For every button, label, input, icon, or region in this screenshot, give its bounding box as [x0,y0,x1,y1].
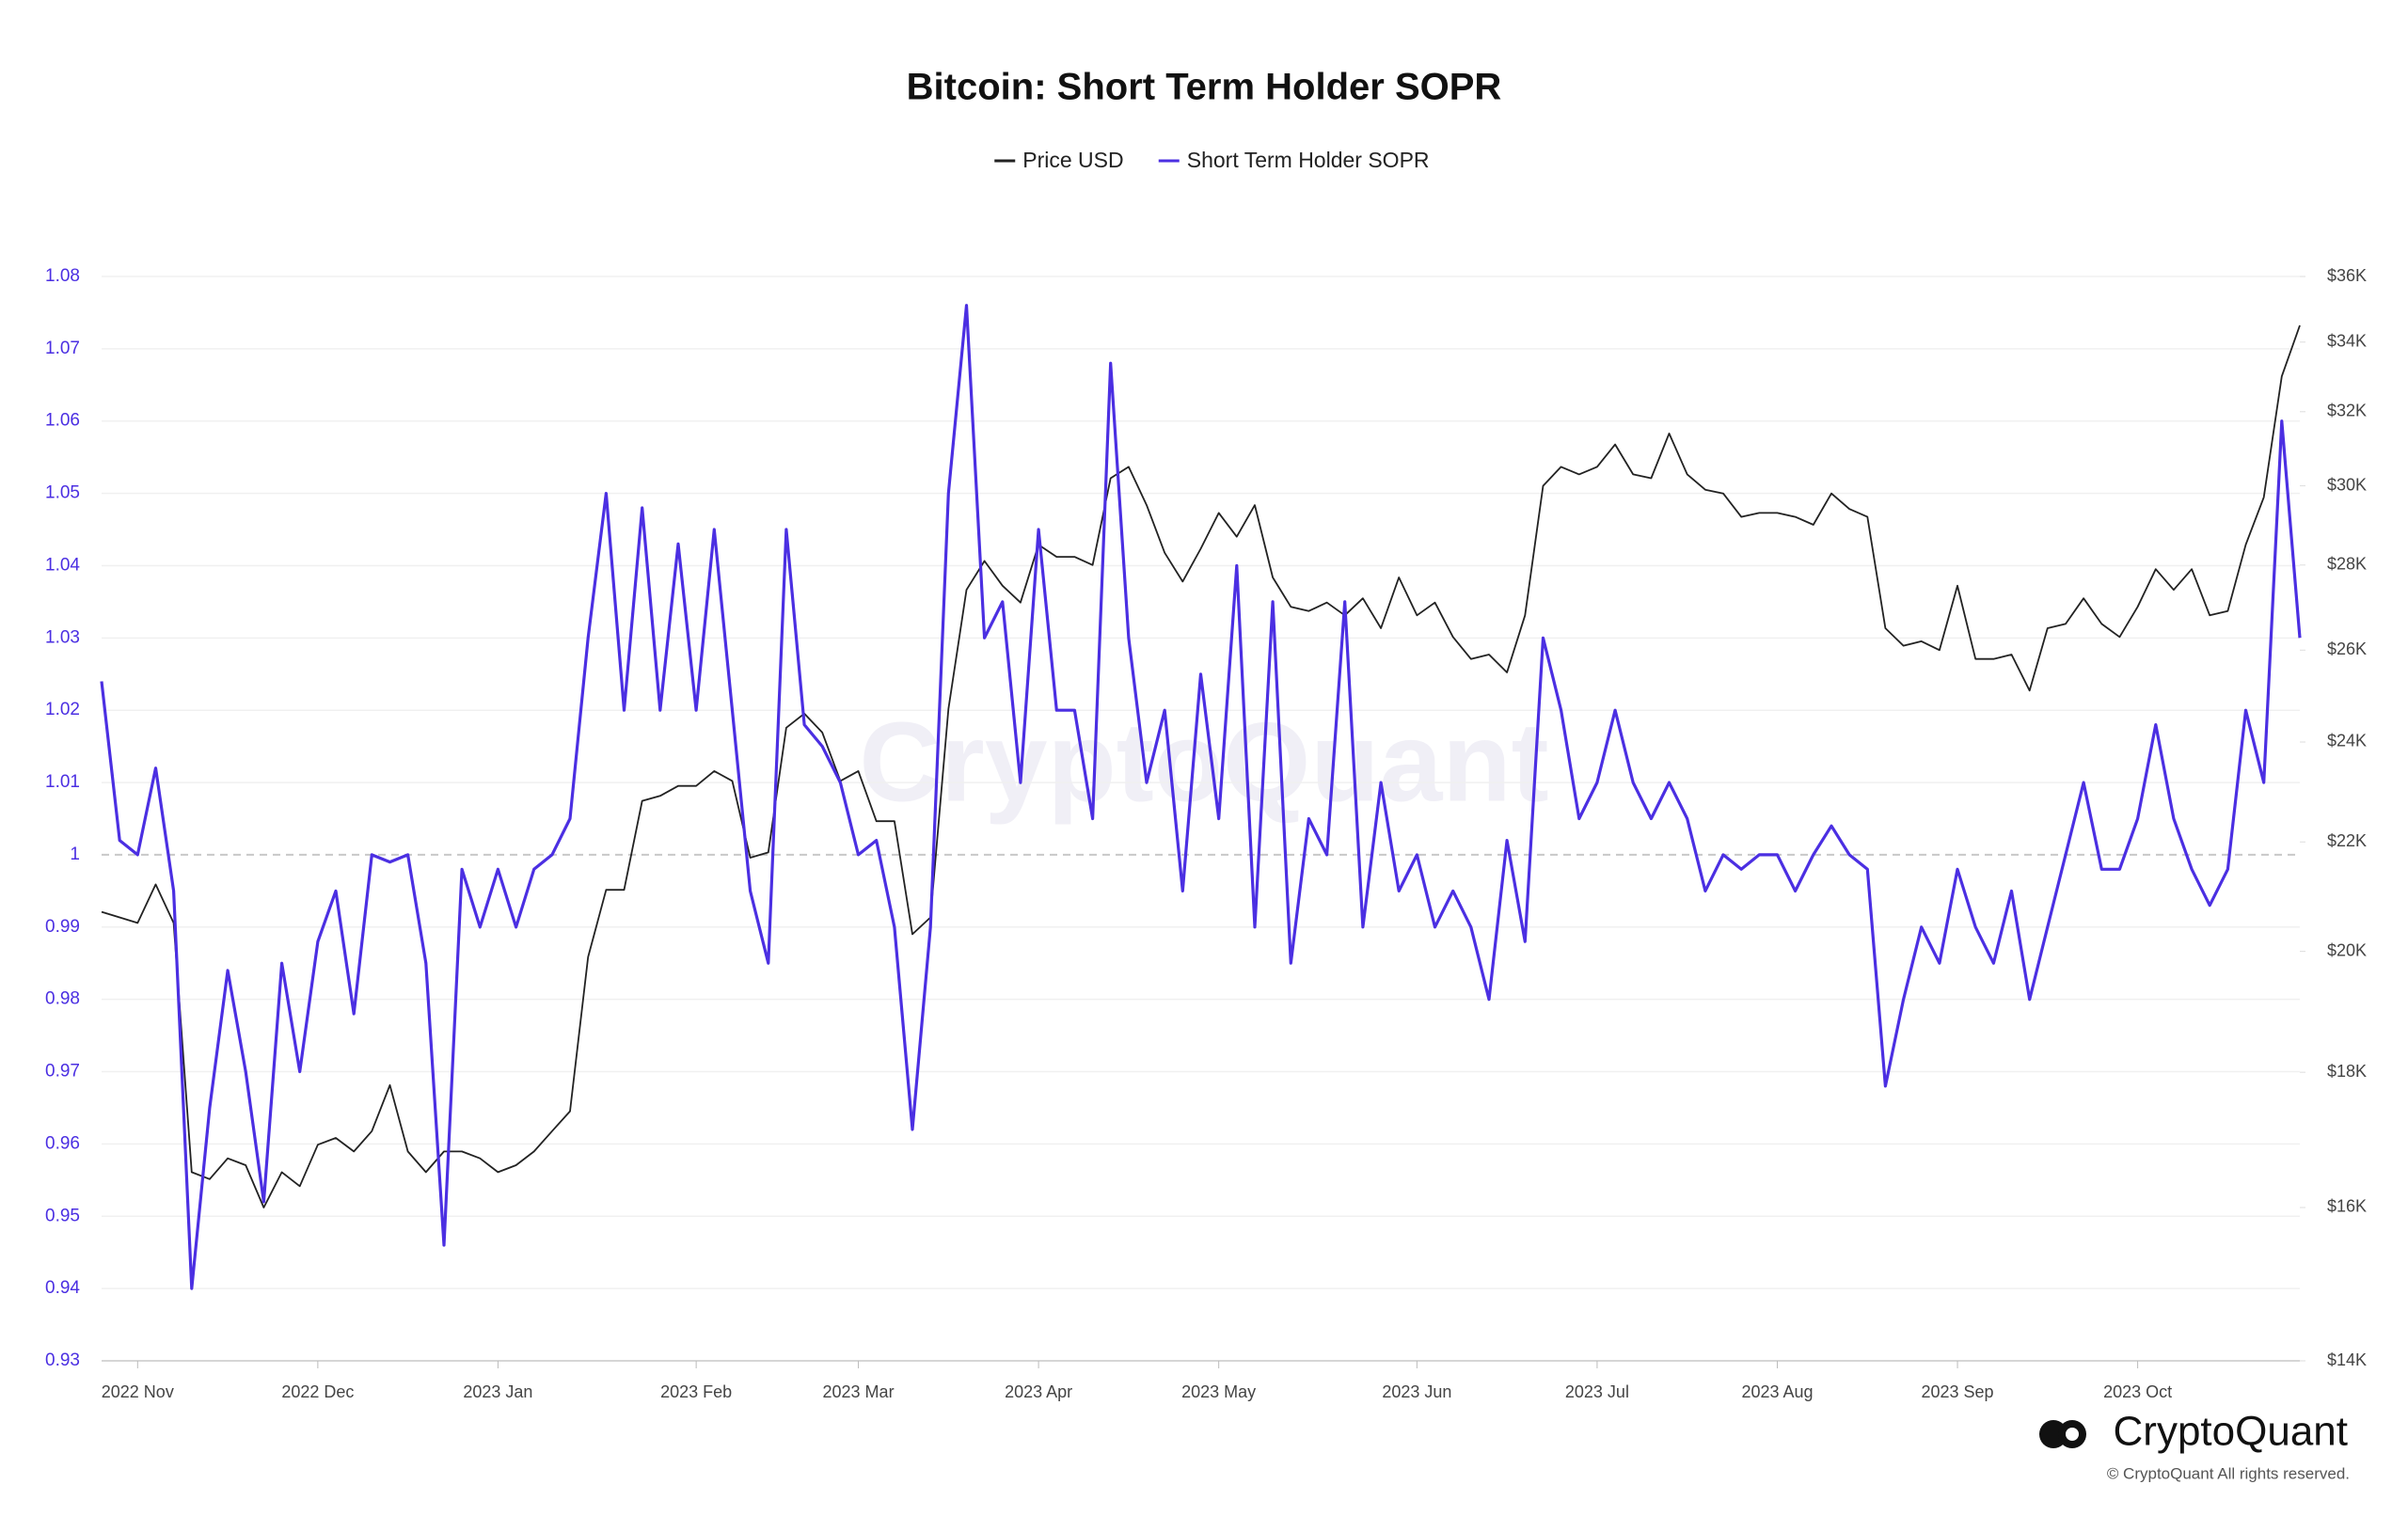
y2-tick-label: $36K [2327,266,2367,285]
x-tick-label: 2023 Apr [1005,1382,1072,1401]
legend-label: Price USD [1022,148,1123,172]
y-tick-label: 0.94 [45,1278,80,1298]
chart-title: Bitcoin: Short Term Holder SOPR [907,67,1502,108]
y2-tick-label: $18K [2327,1062,2367,1081]
logo-icon [2066,1428,2079,1441]
y-tick-label: 0.93 [45,1350,80,1370]
y2-tick-label: $16K [2327,1197,2367,1216]
logo [2039,1420,2086,1448]
logo-text: CryptoQuant [2114,1409,2348,1455]
y-tick-label: 1.03 [45,627,80,647]
y-tick-label: 0.99 [45,917,80,937]
x-tick-label: 2023 Feb [660,1382,732,1401]
y2-tick-label: $34K [2327,332,2367,351]
y-tick-label: 0.95 [45,1206,80,1225]
x-tick-label: 2022 Dec [281,1382,354,1401]
y2-tick-label: $20K [2327,940,2367,959]
y2-tick-label: $24K [2327,732,2367,750]
copyright: © CryptoQuant All rights reserved. [2107,1464,2350,1482]
y-tick-label: 1.02 [45,700,80,719]
watermark: CryptoQuant [859,700,1548,826]
y2-tick-label: $14K [2327,1350,2367,1369]
y-tick-label: 1.01 [45,772,80,792]
x-tick-label: 2023 Jun [1382,1382,1451,1401]
y2-tick-label: $26K [2327,640,2367,658]
y-tick-label: 0.98 [45,989,80,1009]
y-tick-label: 0.96 [45,1133,80,1153]
y2-tick-label: $30K [2327,475,2367,494]
x-tick-label: 2023 Sep [1922,1382,1994,1401]
y-tick-label: 0.97 [45,1062,80,1082]
y2-tick-label: $28K [2327,555,2367,574]
series-line [101,324,2301,1208]
x-tick-label: 2023 Oct [2103,1382,2172,1401]
y2-tick-label: $32K [2327,402,2367,420]
x-tick-label: 2022 Nov [102,1382,174,1401]
y2-tick-label: $22K [2327,831,2367,850]
x-tick-label: 2023 Aug [1741,1382,1813,1401]
x-tick-label: 2023 May [1181,1382,1256,1401]
y-tick-label: 1 [70,845,80,864]
series-line [100,304,2302,1290]
y-tick-label: 1.04 [45,555,80,575]
x-tick-label: 2023 Mar [823,1382,895,1401]
y-tick-label: 1.05 [45,483,80,503]
y-tick-label: 1.06 [45,411,80,431]
y-tick-label: 1.07 [45,339,80,358]
legend-label: Short Term Holder SOPR [1187,148,1430,172]
y-tick-label: 1.08 [45,266,80,286]
x-tick-label: 2023 Jul [1565,1382,1629,1401]
x-tick-label: 2023 Jan [463,1382,532,1401]
